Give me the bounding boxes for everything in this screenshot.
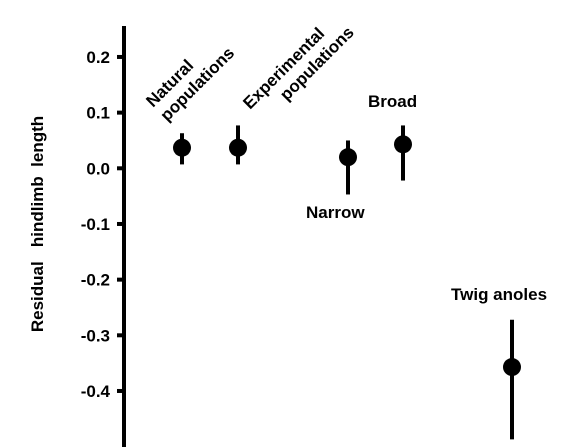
data-point [394, 135, 412, 154]
data-point [339, 148, 357, 167]
data-points [173, 125, 521, 440]
y-tick-label: 0.1 [86, 104, 110, 123]
annotation-twig-anoles: Twig anoles [451, 285, 547, 304]
y-tick-label: -0.4 [81, 382, 111, 401]
y-axis-ticks: 0.2 0.1 0.0 -0.1 -0.2 -0.3 -0.4 [81, 48, 124, 401]
data-point [173, 138, 191, 157]
y-axis-label: Residual hindlimb length [28, 116, 47, 332]
annotation-broad: Broad [368, 92, 417, 111]
y-tick-label: -0.1 [81, 215, 110, 234]
y-tick-label: 0.2 [86, 48, 110, 67]
y-tick-label: 0.0 [86, 159, 110, 178]
annotation-narrow: Narrow [306, 203, 365, 222]
y-tick-label: -0.3 [81, 326, 110, 345]
data-point [229, 138, 247, 157]
annotation-experimental-populations: Experimental populations [239, 23, 357, 113]
y-tick-label: -0.2 [81, 271, 110, 290]
annotation-natural-populations: Natural populations [142, 43, 238, 125]
data-point [503, 358, 521, 377]
